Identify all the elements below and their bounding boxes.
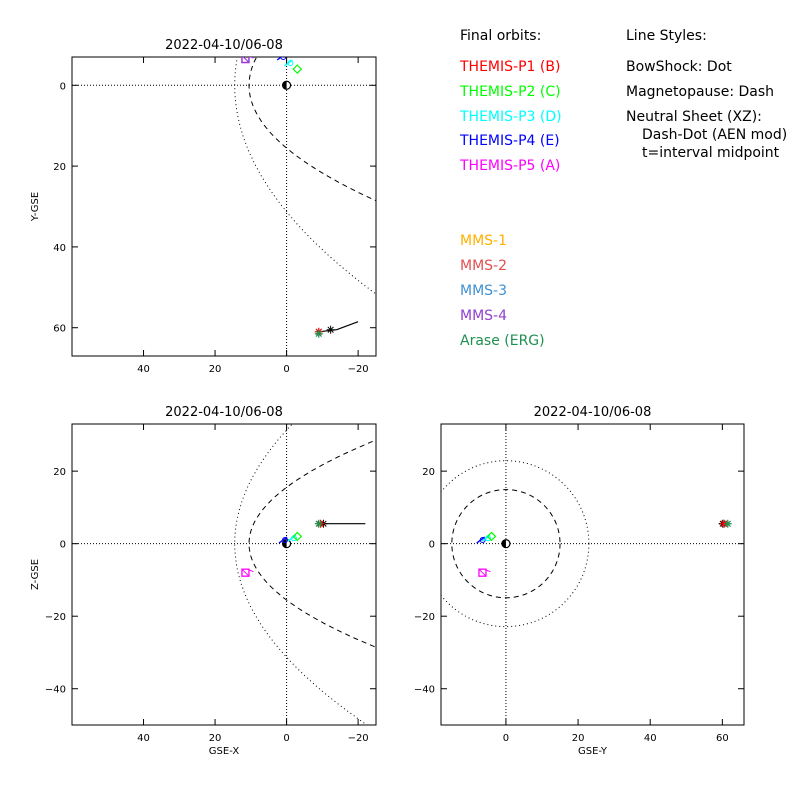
panel-title: 2022-04-10/06-08 bbox=[534, 405, 652, 420]
x-tick-label: 0 bbox=[503, 733, 509, 744]
legend-item-mms1: MMS-1 bbox=[460, 233, 507, 249]
legend-item-p5: THEMIS-P5 (A) bbox=[459, 158, 560, 174]
x-tick-label: −20 bbox=[348, 733, 369, 744]
spacecraft-marker bbox=[292, 64, 303, 74]
legend-item-arase: Arase (ERG) bbox=[460, 333, 545, 349]
spacecraft-marker-diag bbox=[242, 57, 249, 63]
magnetopause-curve bbox=[248, 57, 376, 202]
bow-shock-curve bbox=[234, 57, 376, 295]
spacecraft-marker bbox=[276, 57, 283, 61]
x-axis-label: GSE-Y bbox=[578, 746, 608, 757]
y-tick-label: −40 bbox=[414, 685, 435, 696]
x-tick-label: 40 bbox=[644, 733, 657, 744]
spacecraft-marker bbox=[724, 520, 731, 527]
panel-2: 2022-04-10/06-08 40 20 0 −20 20 0 −20 −40 GSE-X Z-… bbox=[30, 405, 377, 757]
x-axis-label: GSE-X bbox=[209, 746, 240, 757]
legend-item-p2: THEMIS-P2 (C) bbox=[459, 84, 561, 100]
legend-item-p4: THEMIS-P4 (E) bbox=[459, 133, 560, 149]
legend-item-mms4: MMS-4 bbox=[460, 308, 507, 324]
plot-frame bbox=[440, 423, 745, 726]
y-tick-label: −40 bbox=[45, 685, 66, 696]
plot-area bbox=[72, 57, 376, 356]
plot-frame bbox=[71, 423, 377, 726]
y-tick-label: 0 bbox=[60, 81, 66, 92]
spacecraft-marker bbox=[241, 57, 250, 64]
plot-frame bbox=[71, 56, 377, 357]
x-tick-label: 40 bbox=[137, 364, 150, 375]
spacecraft-marker bbox=[241, 568, 250, 577]
spacecraft-marker-dot bbox=[287, 60, 294, 67]
legend-orbits-title: Final orbits: bbox=[460, 28, 541, 44]
legend-item-mms3: MMS-3 bbox=[460, 283, 507, 299]
legend-style-magnetopause: Magnetopause: Dash bbox=[626, 84, 774, 100]
spacecraft-tail bbox=[249, 57, 254, 59]
spacecraft-marker-dot bbox=[479, 537, 486, 544]
y-tick-label: −20 bbox=[45, 612, 66, 623]
y-axis-label: Z-GSE bbox=[30, 559, 41, 590]
x-tick-label: 40 bbox=[137, 733, 150, 744]
spacecraft-marker bbox=[292, 531, 303, 542]
legend-style-bowshock: BowShock: Dot bbox=[626, 59, 732, 75]
legend-style-dash-dot: Dash-Dot (AEN mod) bbox=[642, 127, 787, 143]
panel-title: 2022-04-10/06-08 bbox=[165, 405, 283, 420]
spacecraft-marker bbox=[486, 531, 497, 542]
y-tick-label: 0 bbox=[429, 540, 435, 551]
spacecraft-marker-diag bbox=[242, 569, 249, 577]
earth-night-side bbox=[282, 81, 287, 90]
earth-night-side bbox=[501, 539, 506, 548]
midpoint-asterisk bbox=[327, 326, 334, 333]
legend-style-neutral-sheet: Neutral Sheet (XZ): bbox=[626, 109, 762, 125]
spacecraft-tail bbox=[485, 569, 491, 573]
x-tick-label: 60 bbox=[716, 733, 729, 744]
legend-item-mms2: MMS-2 bbox=[460, 258, 507, 274]
y-tick-label: 20 bbox=[422, 467, 435, 478]
panel-1: 2022-04-10/06-08 40 20 0 −20 0 20 40 60 Y-GSE bbox=[30, 38, 377, 375]
plot-area bbox=[72, 424, 376, 725]
legend-item-p3: THEMIS-P3 (D) bbox=[459, 109, 562, 125]
bow-shock-curve bbox=[441, 460, 590, 628]
magnetopause-curve bbox=[451, 489, 561, 599]
legend-styles-title: Line Styles: bbox=[626, 28, 707, 44]
legend-orbits: Final orbits: THEMIS-P1 (B) THEMIS-P2 (C… bbox=[459, 28, 562, 349]
legend-style-midpoint: t=interval midpoint bbox=[642, 145, 780, 161]
x-tick-label: 0 bbox=[283, 364, 289, 375]
y-tick-label: 20 bbox=[53, 467, 66, 478]
panel-3: 2022-04-10/06-08 0 20 40 60 20 0 −20 −40 GSE-Y bbox=[414, 405, 745, 757]
y-tick-label: 20 bbox=[53, 162, 66, 173]
spacecraft-marker bbox=[315, 520, 323, 527]
spacecraft-marker-dot bbox=[280, 57, 287, 60]
trajectory-line bbox=[318, 321, 359, 333]
spacecraft-marker-dot bbox=[282, 537, 289, 544]
x-tick-label: 0 bbox=[283, 733, 289, 744]
y-tick-label: 0 bbox=[60, 540, 66, 551]
legend-item-p1: THEMIS-P1 (B) bbox=[459, 59, 560, 75]
spacecraft-marker bbox=[315, 330, 323, 338]
x-tick-label: 20 bbox=[209, 733, 222, 744]
panel-title: 2022-04-10/06-08 bbox=[165, 38, 283, 53]
bow-shock-curve bbox=[234, 424, 368, 725]
legend-line-styles: Line Styles: BowShock: Dot Magnetopause:… bbox=[626, 28, 787, 161]
x-tick-label: 20 bbox=[572, 733, 585, 744]
spacecraft-tail bbox=[248, 569, 254, 573]
spacecraft-marker bbox=[478, 568, 487, 577]
x-tick-label: −20 bbox=[348, 364, 369, 375]
y-axis-label: Y-GSE bbox=[30, 192, 41, 222]
spacecraft-marker-diag bbox=[479, 569, 486, 577]
x-tick-label: 20 bbox=[209, 364, 222, 375]
y-tick-label: 40 bbox=[53, 243, 66, 254]
plot-area bbox=[441, 424, 744, 725]
y-tick-label: −20 bbox=[414, 612, 435, 623]
y-tick-label: 60 bbox=[53, 324, 66, 335]
